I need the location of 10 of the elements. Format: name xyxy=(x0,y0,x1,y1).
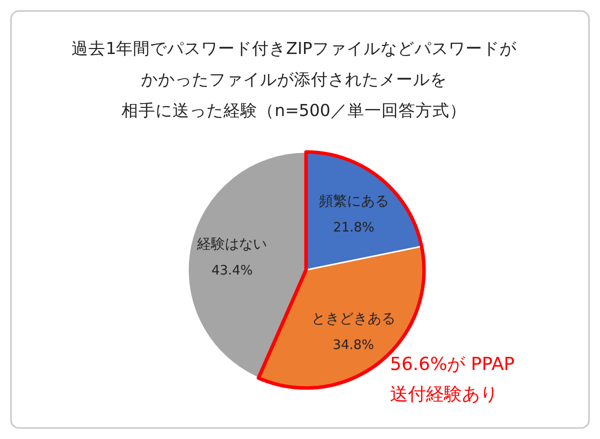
text: 56.6%が PPAP 送付経験あり xyxy=(390,354,515,405)
pie-slice xyxy=(187,151,307,379)
data-label: 34.8% xyxy=(332,338,374,353)
data-label: 43.4% xyxy=(211,263,253,278)
slice-label: 経験はない xyxy=(196,236,268,252)
chart-title: 過去1年間でパスワード付きZIPファイルなどパスワードがかかったファイルが添付されたメールを xyxy=(72,39,518,89)
chart-subtitle: 相手に送った経験（n=500／単一回答方式） xyxy=(122,101,466,120)
data-label: 21.8% xyxy=(333,220,374,236)
slice-label: ときどきある xyxy=(311,310,396,327)
slice-label: 頻繁にある xyxy=(318,194,389,210)
